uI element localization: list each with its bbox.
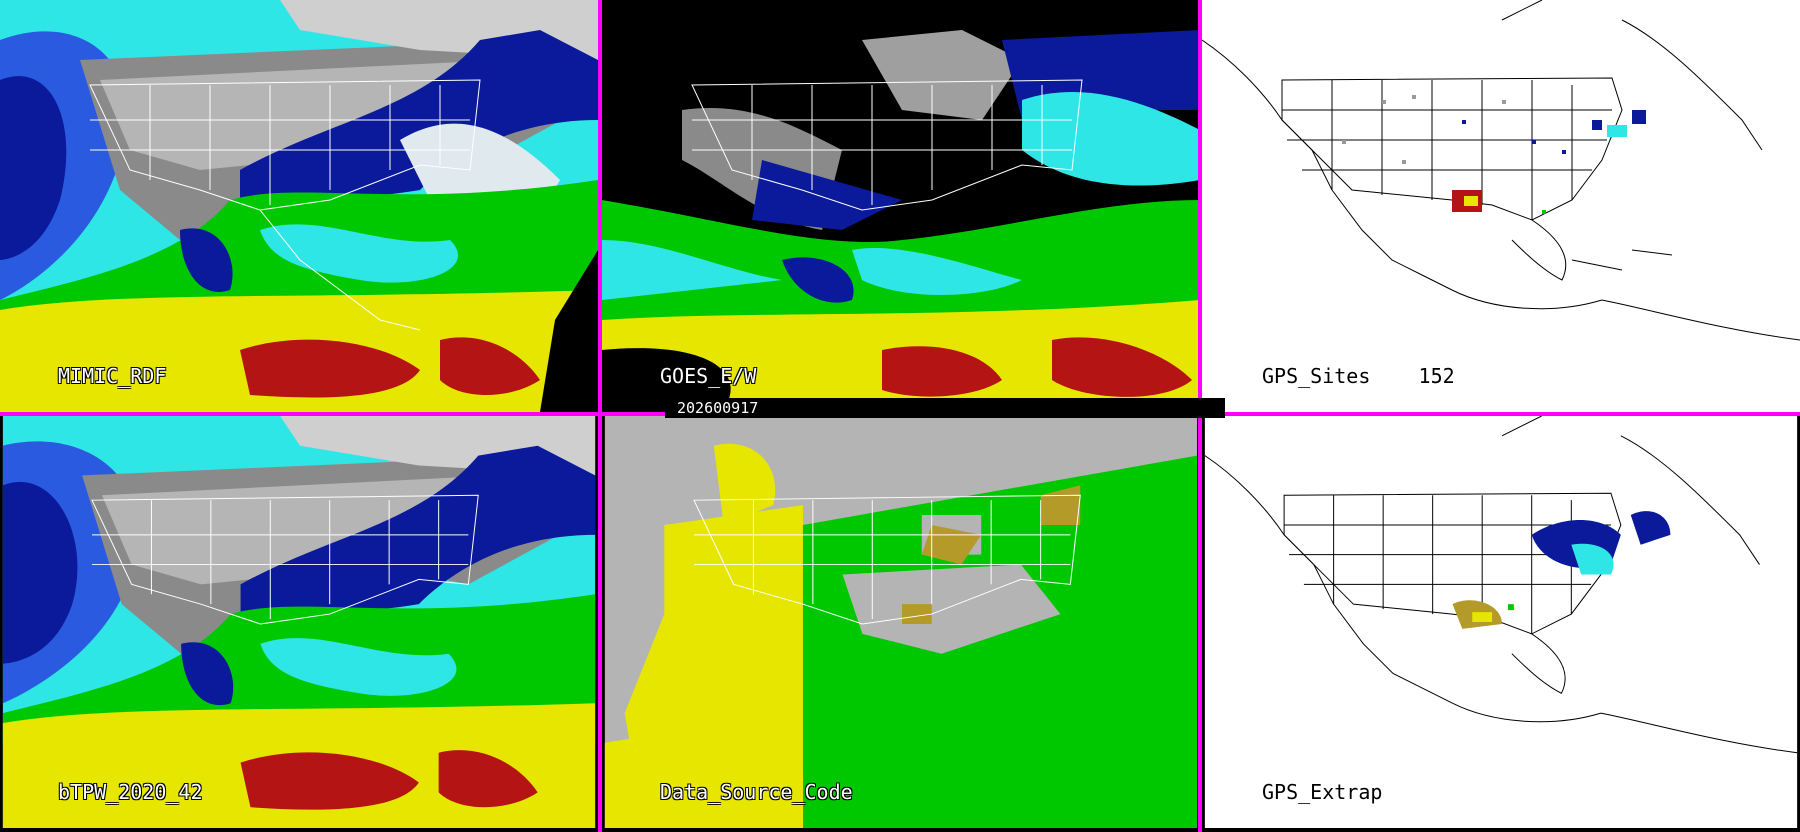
panel-btpw: bTPW_2020_42 — [0, 416, 598, 828]
gps-extrap-map-image — [1204, 416, 1798, 828]
timestamp-bar: 202600917 — [665, 398, 1225, 418]
panel-data-source: Data_Source_Code — [602, 416, 1200, 828]
panel-label: GPS_Extrap — [1262, 780, 1383, 804]
mimic-map-image — [0, 0, 598, 412]
btpw-map-image — [2, 416, 596, 828]
goes-map-image — [602, 0, 1200, 412]
panel-label: bTPW_2020_42 — [58, 780, 203, 804]
gps-extrap-fields — [1452, 511, 1671, 629]
gps-site-markers — [1342, 95, 1646, 214]
panel-gps-sites: GPS_Sites 152 — [1202, 0, 1800, 412]
panel-goes: GOES_E/W — [602, 0, 1200, 412]
timestamp-label: 202600917 — [677, 399, 759, 417]
panel-mimic: MIMIC_RDF — [0, 0, 598, 412]
panel-label: GOES_E/W — [660, 364, 757, 388]
data-source-map-image — [604, 416, 1198, 828]
panel-gps-extrap: GPS_Extrap — [1202, 416, 1800, 828]
grid-divider-vertical-left — [598, 0, 602, 832]
gps-sites-map-image — [1202, 0, 1800, 412]
panel-label: GPS_Sites 152 — [1262, 364, 1455, 388]
panel-label: Data_Source_Code — [660, 780, 853, 804]
panel-label: MIMIC_RDF — [58, 364, 167, 388]
